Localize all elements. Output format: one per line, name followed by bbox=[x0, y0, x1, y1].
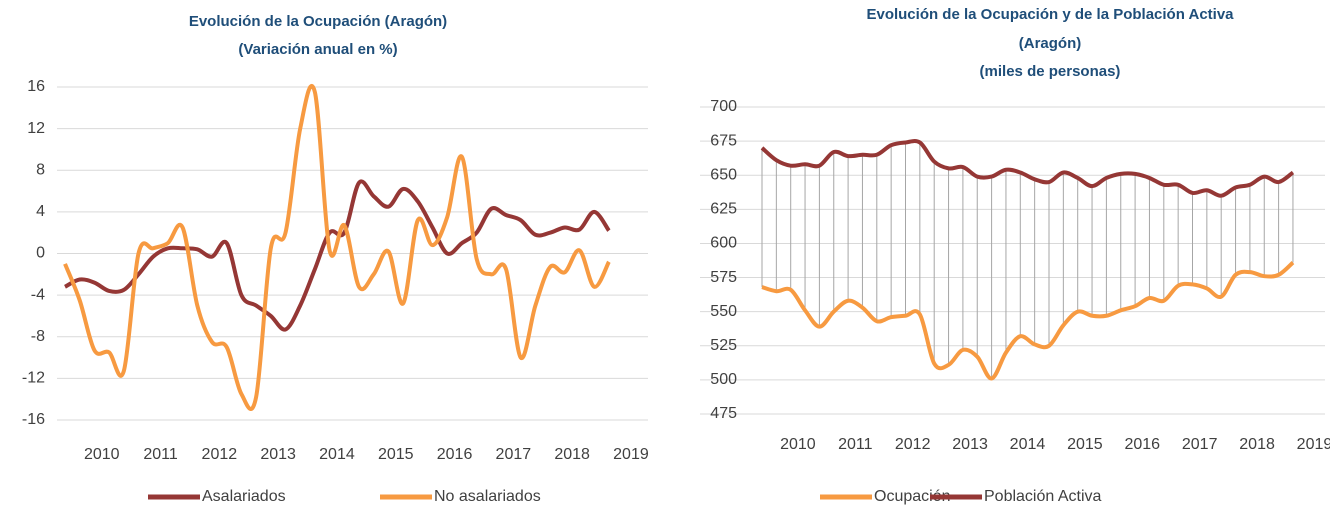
x-tick-label: 2016 bbox=[437, 446, 473, 463]
chart: Evolución de la Ocupación (Aragón) (Varia… bbox=[22, 13, 649, 505]
x-tick-label: 2011 bbox=[838, 436, 873, 453]
line bbox=[64, 179, 611, 332]
legend-label: Población Activa bbox=[984, 488, 1102, 505]
x-tick-label: 2017 bbox=[496, 446, 532, 463]
x-tick-label: 2019 bbox=[1297, 436, 1330, 453]
y-tick-label: 475 bbox=[710, 405, 737, 422]
chart-title: (miles de personas) bbox=[980, 63, 1121, 80]
y-tick-label: 12 bbox=[27, 120, 45, 137]
line bbox=[760, 138, 1295, 198]
x-tick-label: 2012 bbox=[202, 446, 238, 463]
y-tick-label: 600 bbox=[710, 235, 737, 252]
y-tick-label: 500 bbox=[710, 371, 737, 388]
y-tick-label: 650 bbox=[710, 166, 737, 183]
chart-title: Evolución de la Ocupación y de la Poblac… bbox=[866, 6, 1234, 23]
x-tick-label: 2014 bbox=[319, 446, 355, 463]
legend-label: No asalariados bbox=[434, 488, 541, 505]
x-tick-label: 2015 bbox=[1067, 436, 1103, 453]
x-tick-label: 2018 bbox=[1239, 436, 1275, 453]
y-tick-label: 0 bbox=[36, 245, 45, 262]
y-tick-label: 8 bbox=[36, 161, 45, 178]
chart-title: Evolución de la Ocupación (Aragón) bbox=[189, 13, 447, 30]
y-tick-label: 625 bbox=[710, 201, 737, 218]
y-tick-label: -4 bbox=[31, 286, 45, 303]
x-tick-label: 2017 bbox=[1182, 436, 1218, 453]
chart-title: (Aragón) bbox=[1019, 35, 1082, 52]
x-tick-label: 2012 bbox=[895, 436, 931, 453]
y-tick-label: 4 bbox=[36, 203, 45, 220]
y-tick-label: -8 bbox=[31, 328, 45, 345]
x-tick-label: 2013 bbox=[952, 436, 988, 453]
x-tick-label: 2016 bbox=[1124, 436, 1160, 453]
x-tick-label: 2019 bbox=[613, 446, 649, 463]
y-tick-label: 675 bbox=[710, 132, 737, 149]
line bbox=[63, 83, 611, 411]
chart: Evolución de la Ocupación y de la Poblac… bbox=[700, 6, 1330, 505]
x-tick-label: 2015 bbox=[378, 446, 414, 463]
legend-label: Ocupación bbox=[874, 488, 951, 505]
x-tick-label: 2018 bbox=[554, 446, 590, 463]
x-tick-label: 2010 bbox=[84, 446, 120, 463]
y-tick-label: 525 bbox=[710, 337, 737, 354]
x-tick-label: 2010 bbox=[780, 436, 816, 453]
legend-label: Asalariados bbox=[202, 488, 286, 505]
y-tick-label: -16 bbox=[22, 411, 45, 428]
y-tick-label: 16 bbox=[27, 78, 45, 95]
y-tick-label: 700 bbox=[710, 98, 737, 115]
x-tick-label: 2013 bbox=[260, 446, 296, 463]
chart-title: (Variación anual en %) bbox=[238, 41, 397, 58]
y-tick-label: 575 bbox=[710, 269, 737, 286]
y-tick-label: 550 bbox=[710, 303, 737, 320]
line bbox=[761, 261, 1295, 381]
x-tick-label: 2011 bbox=[143, 446, 178, 463]
x-tick-label: 2014 bbox=[1010, 436, 1046, 453]
y-tick-label: -12 bbox=[22, 370, 45, 387]
